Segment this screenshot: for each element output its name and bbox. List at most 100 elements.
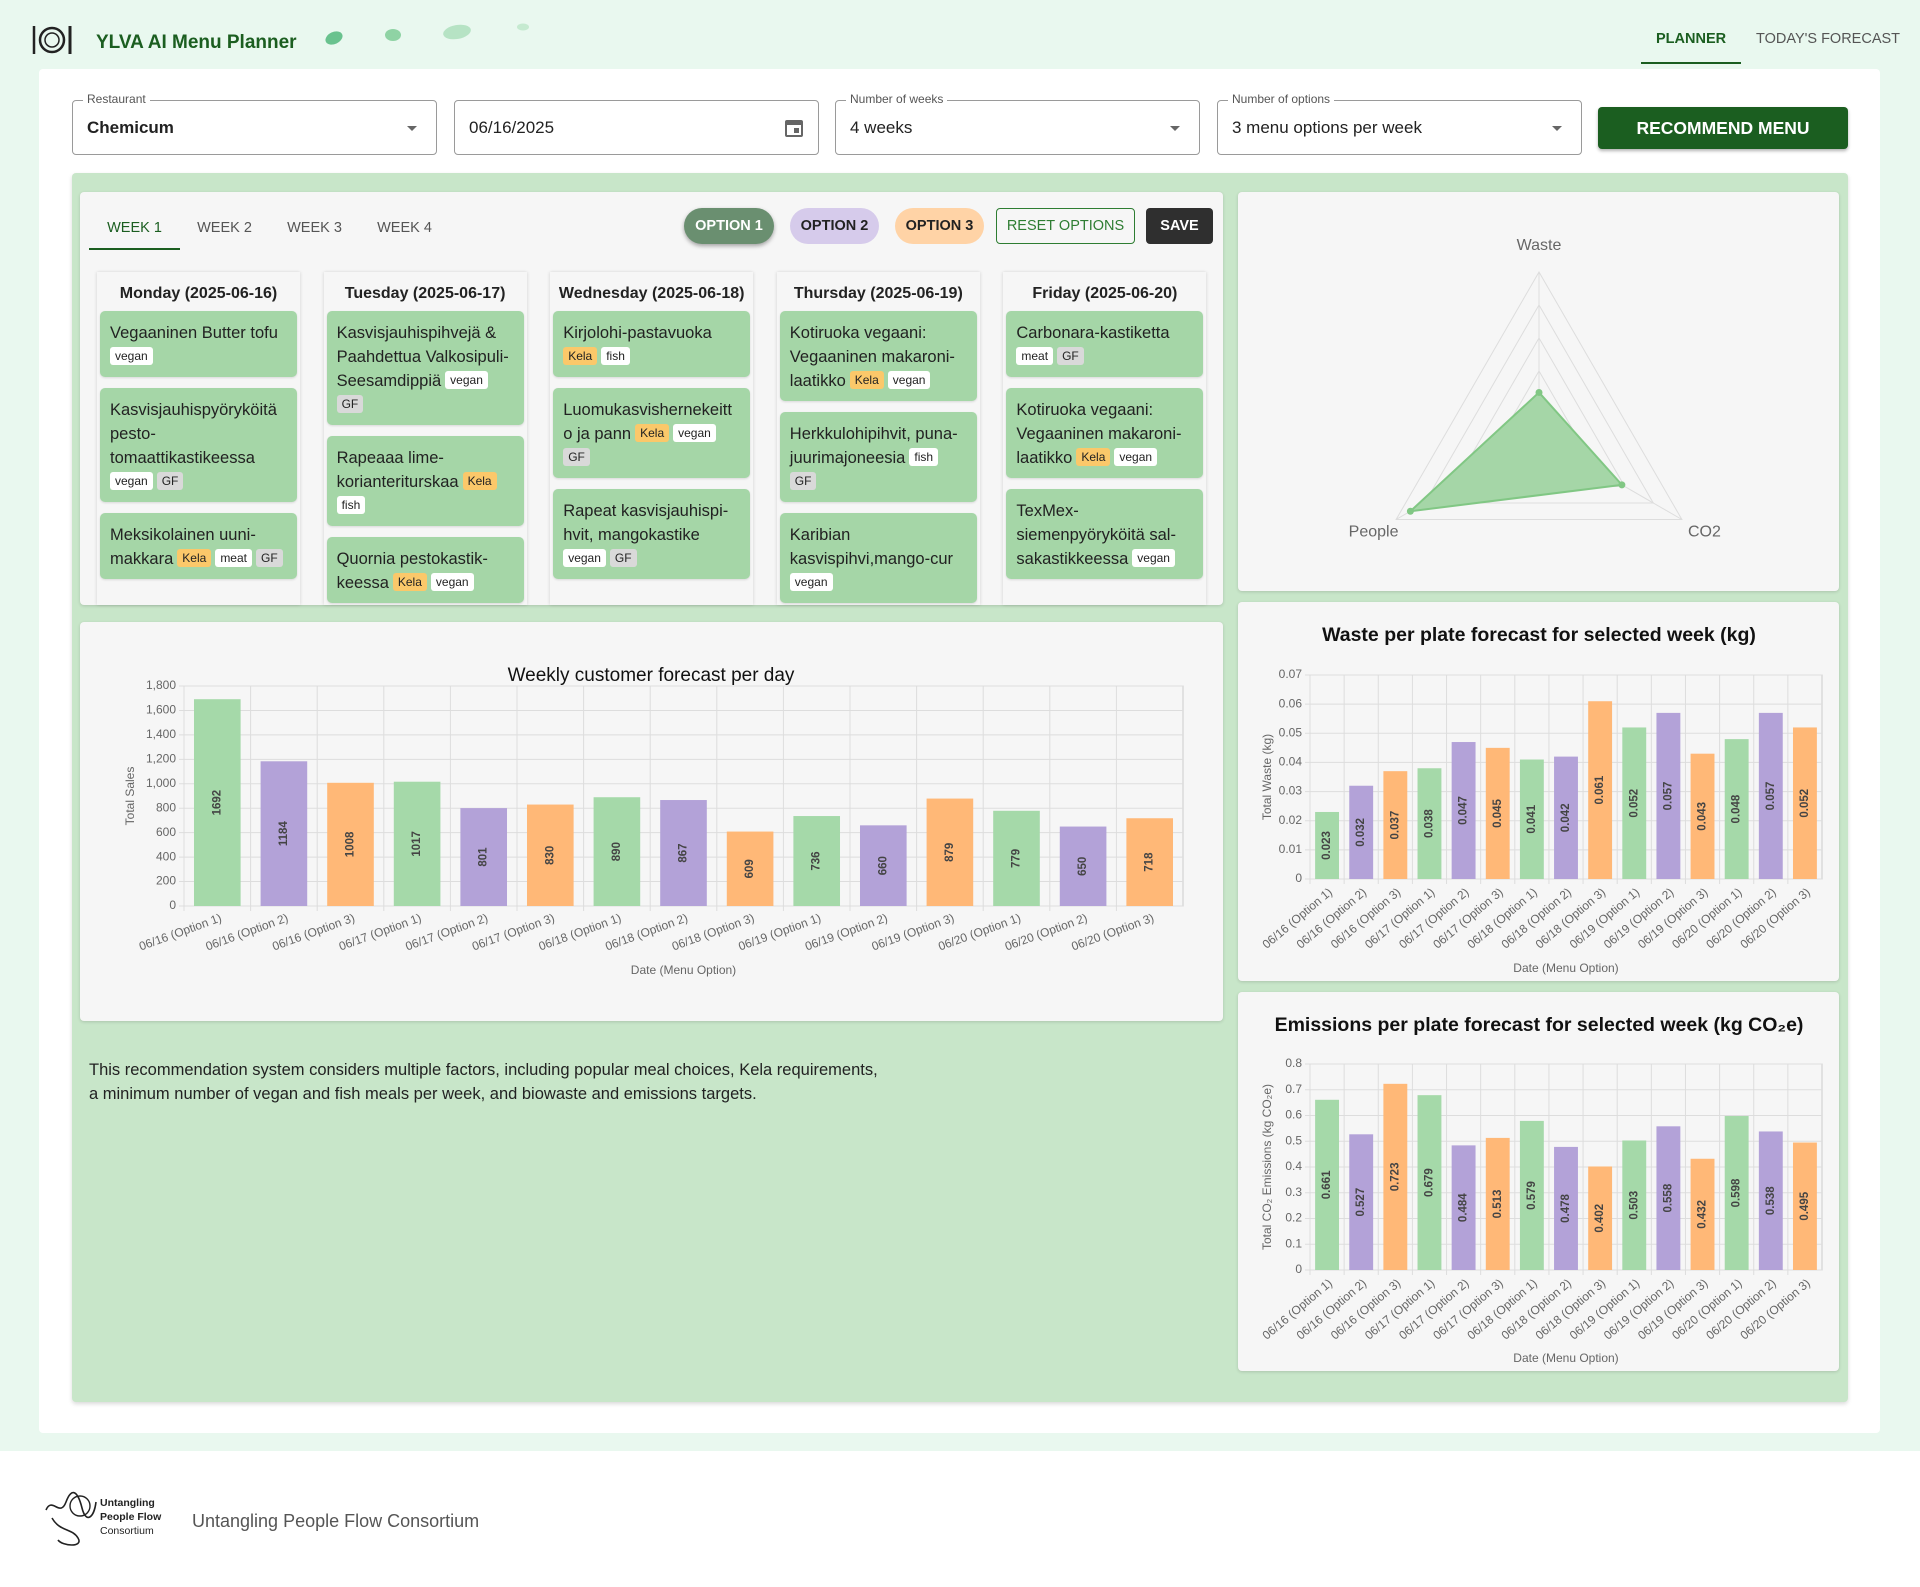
y-tick-label: 0.03 [1279,784,1303,798]
icon-part [794,128,799,133]
option-button[interactable]: OPTION 1 [684,208,774,244]
meal-card[interactable]: Meksikolainen uuni-makkara Kela meat GF [100,513,297,579]
menu-card: WEEK 1 WEEK 2 WEEK 3 WEEK 4 OPTION 1 OPTION 2… [80,192,1223,605]
meal-tag: Kela [392,573,427,591]
meal-name: Kotiruoka vegaani: Vegaaninen makaroni-l… [789,324,955,390]
day-column: Monday (2025-06-16) Vegaaninen Butter tof… [97,272,300,605]
bar [1315,1099,1340,1270]
bar [526,804,574,906]
y-tick-label: 0.02 [1279,813,1303,827]
meal-card[interactable]: Kirjolohi-pastavuoka Kela fish [553,311,751,377]
bar [1656,712,1681,879]
reset-button[interactable]: RESET OPTIONS [996,208,1135,244]
week-tab[interactable]: WEEK 1 [89,206,180,250]
y-tick-label: 600 [156,825,176,839]
input-field[interactable]: Number of options 3 menu options per week [1217,92,1582,155]
bar [1417,768,1442,879]
y-tick-label: 0.4 [1285,1159,1302,1173]
meal-card[interactable]: TexMex-siemenpyöryköitä sal-sakastikkees… [1006,489,1204,579]
meal-tag: Kela [1076,448,1111,466]
bar [393,781,441,906]
bar-value-label: 0.402 [1594,1204,1606,1233]
week-tab[interactable]: WEEK 3 [287,220,342,236]
nav-tab[interactable]: TODAY'S FORECAST [1756,31,1901,47]
meal-card[interactable]: Luomukasvishernekeitto ja pann Kela vegan G… [553,388,751,478]
bar-value-label: 0.048 [1731,794,1743,823]
nav-tab[interactable]: PLANNER [1641,28,1742,64]
option-button[interactable]: OPTION 3 [895,208,984,244]
meal-card[interactable]: Karibian kasvispihvi,mango-cur vegan [779,513,977,603]
meal-tag: fish [601,347,630,365]
y-tick-label: 0.2 [1285,1211,1302,1225]
bar-value-label: 0.023 [1321,831,1333,860]
meal-name: Rapeat kasvisjauhispi-hvit, mangokastike [563,502,729,544]
chart-title: Waste per plate forecast for selected we… [1322,624,1756,646]
y-tick-label: 0.7 [1285,1082,1302,1096]
meal-name: Meksikolainen uuni-makkara [110,526,256,568]
meal-card[interactable]: Vegaaninen Butter tofu vegan [100,311,297,377]
field-label: Restaurant [83,92,150,106]
bar-value-label: 0.527 [1355,1188,1367,1217]
y-tick-label: 0 [1295,871,1302,885]
input-field[interactable]: Number of weeks 4 weeks [835,92,1200,155]
meal-card[interactable]: Kotiruoka vegaani: Vegaaninen makaroni-l… [779,311,977,401]
bar-value-label: 0.484 [1458,1193,1470,1222]
meal-tag: vegan [445,371,488,389]
meal-name: Rapeaaa lime-korianteriturskaa [336,449,459,491]
meal-name: TexMex-siemenpyöryköitä sal-sakastikkees… [1016,502,1176,568]
y-tick-label: 0.07 [1279,667,1303,681]
bar-value-label: 0.038 [1423,809,1435,838]
bar [1315,811,1340,879]
dropdown-arrow[interactable] [1545,116,1569,140]
option-button[interactable]: OPTION 2 [790,208,879,244]
meal-card[interactable]: Rapeaaa lime-korianteriturskaa Kela fish [326,436,524,526]
bar [1588,701,1613,879]
bar-value-label: 650 [1077,857,1089,876]
meal-card[interactable]: Rapeat kasvisjauhispi-hvit, mangokastike… [553,489,751,579]
meal-name: Quornia pestokastik-keessa [336,550,488,592]
week-tab[interactable]: WEEK 4 [377,220,432,236]
input-field[interactable]: Restaurant Chemicum [72,92,437,155]
field-label: Number of weeks [846,92,948,106]
meal-card[interactable]: Kasvisjauhispihvejä & Paahdettua Valkosi… [326,311,524,425]
save-button[interactable]: SAVE [1146,208,1213,244]
dropdown-arrow[interactable] [400,116,424,140]
field-value: 3 menu options per week [1232,117,1422,137]
app-title: YLVA AI Menu Planner [96,32,297,53]
calendar-icon[interactable] [782,116,806,140]
recommend-button[interactable]: RECOMMEND MENU [1598,107,1848,149]
bar [1792,727,1817,879]
bar-value-label: 0.723 [1389,1163,1401,1192]
day-title: Thursday (2025-06-19) [793,285,963,302]
meal-tag: Kela [635,424,670,442]
meal-card[interactable]: Kasvisjauhispyöryköitä pesto-tomaattikas… [100,388,297,502]
bar [1451,1145,1476,1270]
bar [1724,1116,1749,1270]
dropdown-arrow[interactable] [1163,116,1187,140]
bar [193,699,241,906]
radar-axis-label: CO2 [1688,524,1721,541]
y-tick-label: 0.05 [1279,725,1303,739]
meal-name: Kasvisjauhispyöryköitä pesto-tomaattikas… [110,401,277,467]
meal-name: Herkkulohipihvit, puna-juurimajoneesia [789,425,958,467]
y-tick-label: 0.1 [1285,1236,1302,1250]
radar-point [1618,481,1626,489]
meal-card[interactable]: Quornia pestokastik-keessa Kela vegan [326,537,524,603]
y-tick-label: 0.3 [1285,1185,1302,1199]
bar [1383,771,1408,879]
note-line: This recommendation system considers mul… [89,1061,878,1079]
bar [1656,1126,1681,1270]
waste-chart-card: 0 0.01 0.02 0.03 0.04 0.05 0.06 0.07 0.023 06/16 … [1238,602,1839,981]
meal-card[interactable]: Kotiruoka vegaani: Vegaaninen makaroni-l… [1006,388,1204,478]
meal-card[interactable]: Herkkulohipihvit, puna-juurimajoneesia fi… [779,412,977,502]
y-axis-label: Total CO₂ Emissions (kg CO₂e) [1260,1084,1274,1250]
meal-tag: GF [609,549,637,567]
bar-value-label: 660 [877,856,889,875]
radar-axis-label: People [1349,524,1399,541]
input-field[interactable]: 06/16/2025 [454,100,819,155]
bar [1126,818,1174,906]
meal-card[interactable]: Carbonara-kastiketta meat GF [1006,311,1204,377]
meal-tag: GF [156,472,184,490]
week-tab[interactable]: WEEK 2 [197,220,252,236]
